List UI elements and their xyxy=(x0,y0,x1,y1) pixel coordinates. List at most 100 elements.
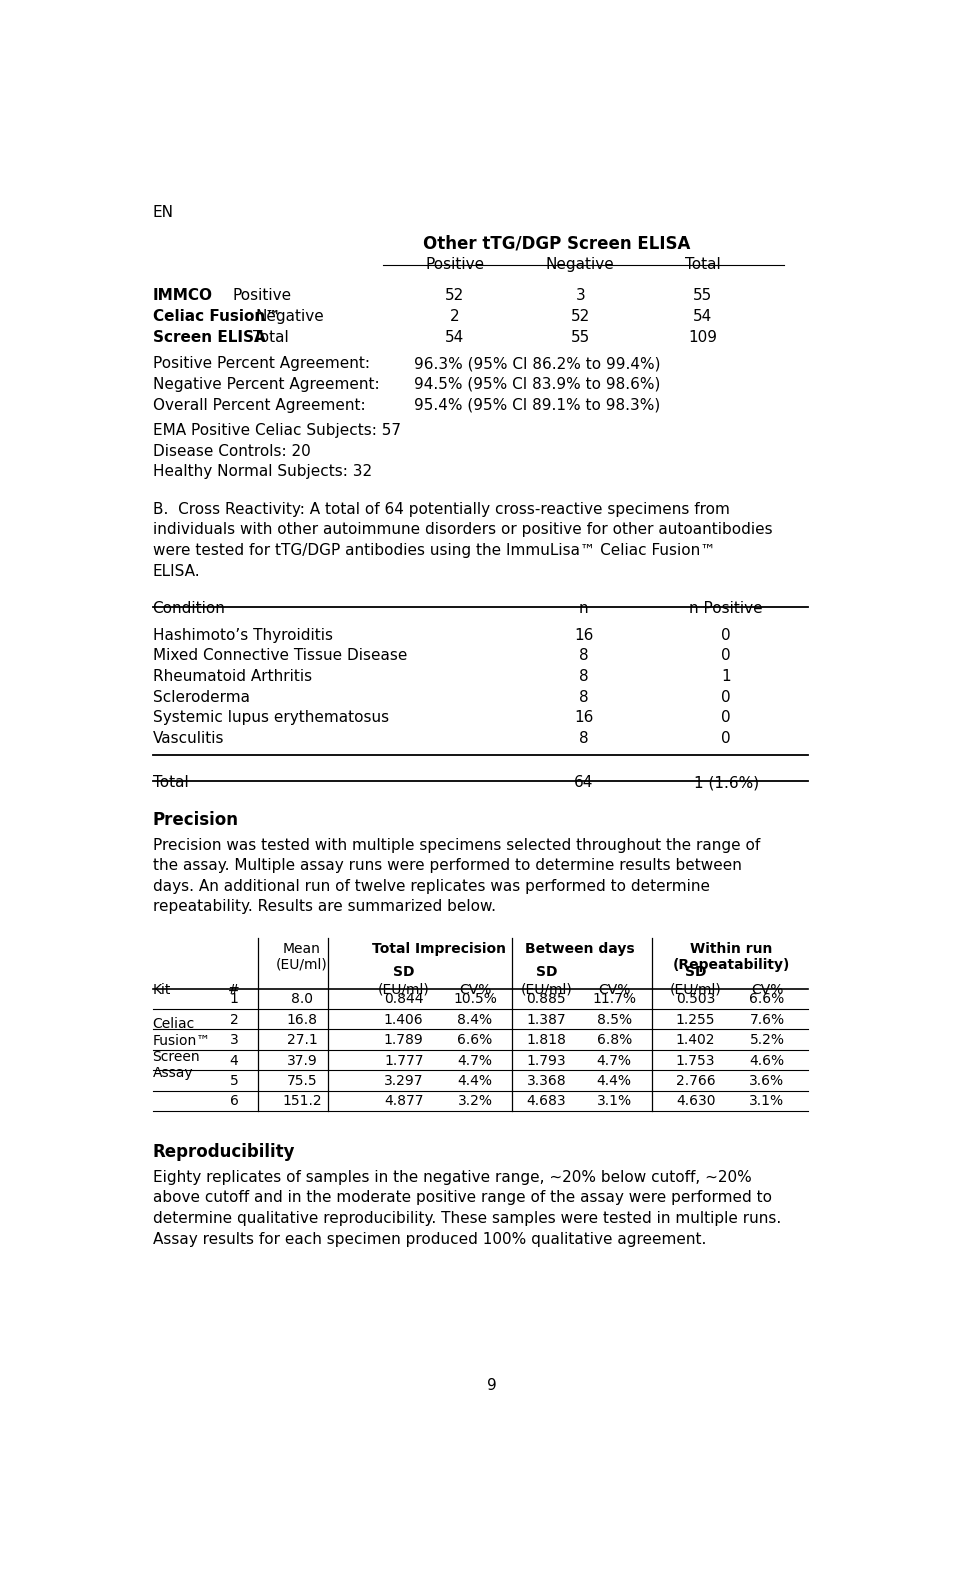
Text: 0.885: 0.885 xyxy=(526,993,566,1007)
Text: Negative Percent Agreement:: Negative Percent Agreement: xyxy=(153,376,379,392)
Text: 4.6%: 4.6% xyxy=(750,1053,784,1067)
Text: Condition: Condition xyxy=(153,601,226,617)
Text: B.  Cross Reactivity: A total of 64 potentially cross-reactive specimens from: B. Cross Reactivity: A total of 64 poten… xyxy=(153,501,730,517)
Text: Reproducibility: Reproducibility xyxy=(153,1143,295,1162)
Text: Assay: Assay xyxy=(153,1066,193,1080)
Text: 0: 0 xyxy=(721,730,731,746)
Text: 6.6%: 6.6% xyxy=(750,993,784,1007)
Text: 1 (1.6%): 1 (1.6%) xyxy=(694,775,758,790)
Text: SD: SD xyxy=(393,966,415,979)
Text: Positive: Positive xyxy=(425,258,484,272)
Text: 10.5%: 10.5% xyxy=(453,993,497,1007)
Text: 94.5% (95% CI 83.9% to 98.6%): 94.5% (95% CI 83.9% to 98.6%) xyxy=(414,376,660,392)
Text: 5: 5 xyxy=(229,1073,238,1088)
Text: ELISA.: ELISA. xyxy=(153,564,201,579)
Text: determine qualitative reproducibility. These samples were tested in multiple run: determine qualitative reproducibility. T… xyxy=(153,1211,780,1225)
Text: 6: 6 xyxy=(229,1094,238,1108)
Text: 1: 1 xyxy=(229,993,238,1007)
Text: Disease Controls: 20: Disease Controls: 20 xyxy=(153,444,310,458)
Text: Between days: Between days xyxy=(525,942,636,955)
Text: Negative: Negative xyxy=(546,258,614,272)
Text: #: # xyxy=(228,983,240,998)
Text: 1.387: 1.387 xyxy=(526,1013,566,1026)
Text: 64: 64 xyxy=(574,775,593,790)
Text: 1.789: 1.789 xyxy=(384,1032,423,1047)
Text: 1.402: 1.402 xyxy=(676,1032,715,1047)
Text: Within run
(Repeatability): Within run (Repeatability) xyxy=(673,942,790,972)
Text: Precision: Precision xyxy=(153,811,238,828)
Text: 54: 54 xyxy=(445,329,465,345)
Text: 3: 3 xyxy=(229,1032,238,1047)
Text: 52: 52 xyxy=(445,288,465,304)
Text: 1.793: 1.793 xyxy=(526,1053,566,1067)
Text: above cutoff and in the moderate positive range of the assay were performed to: above cutoff and in the moderate positiv… xyxy=(153,1190,772,1205)
Text: 16: 16 xyxy=(574,628,593,642)
Text: 8.4%: 8.4% xyxy=(458,1013,492,1026)
Text: Total Imprecision: Total Imprecision xyxy=(372,942,506,955)
Text: Mixed Connective Tissue Disease: Mixed Connective Tissue Disease xyxy=(153,648,407,664)
Text: 52: 52 xyxy=(570,308,589,324)
Text: Total: Total xyxy=(684,258,720,272)
Text: 16: 16 xyxy=(574,710,593,726)
Text: 7.6%: 7.6% xyxy=(750,1013,784,1026)
Text: EMA Positive Celiac Subjects: 57: EMA Positive Celiac Subjects: 57 xyxy=(153,422,400,438)
Text: individuals with other autoimmune disorders or positive for other autoantibodies: individuals with other autoimmune disord… xyxy=(153,522,772,538)
Text: 1.406: 1.406 xyxy=(384,1013,423,1026)
Text: 1.818: 1.818 xyxy=(526,1032,566,1047)
Text: were tested for tTG/DGP antibodies using the ImmuLisa™ Celiac Fusion™: were tested for tTG/DGP antibodies using… xyxy=(153,542,715,558)
Text: Systemic lupus erythematosus: Systemic lupus erythematosus xyxy=(153,710,389,726)
Text: 0.503: 0.503 xyxy=(676,993,715,1007)
Text: days. An additional run of twelve replicates was performed to determine: days. An additional run of twelve replic… xyxy=(153,879,709,893)
Text: Assay results for each specimen produced 100% qualitative agreement.: Assay results for each specimen produced… xyxy=(153,1232,706,1246)
Text: Total: Total xyxy=(153,775,188,790)
Text: 6.8%: 6.8% xyxy=(596,1032,632,1047)
Text: n Positive: n Positive xyxy=(689,601,763,617)
Text: Scleroderma: Scleroderma xyxy=(153,689,250,705)
Text: SD: SD xyxy=(536,966,557,979)
Text: 8: 8 xyxy=(579,689,588,705)
Text: 4.7%: 4.7% xyxy=(458,1053,492,1067)
Text: 55: 55 xyxy=(570,329,589,345)
Text: Other tTG/DGP Screen ELISA: Other tTG/DGP Screen ELISA xyxy=(422,234,690,253)
Text: 0.844: 0.844 xyxy=(384,993,423,1007)
Text: Screen ELISA: Screen ELISA xyxy=(153,329,265,345)
Text: (EU/ml): (EU/ml) xyxy=(670,983,722,998)
Text: 1.255: 1.255 xyxy=(676,1013,715,1026)
Text: 95.4% (95% CI 89.1% to 98.3%): 95.4% (95% CI 89.1% to 98.3%) xyxy=(414,397,660,413)
Text: the assay. Multiple assay runs were performed to determine results between: the assay. Multiple assay runs were perf… xyxy=(153,858,741,873)
Text: Screen: Screen xyxy=(153,1050,201,1064)
Text: Total: Total xyxy=(253,329,289,345)
Text: 54: 54 xyxy=(693,308,712,324)
Text: 8: 8 xyxy=(579,648,588,664)
Text: n: n xyxy=(579,601,588,617)
Text: 0: 0 xyxy=(721,648,731,664)
Text: Overall Percent Agreement:: Overall Percent Agreement: xyxy=(153,397,365,413)
Text: Healthy Normal Subjects: 32: Healthy Normal Subjects: 32 xyxy=(153,465,372,479)
Text: Positive: Positive xyxy=(232,288,292,304)
Text: 16.8: 16.8 xyxy=(286,1013,318,1026)
Text: Negative: Negative xyxy=(255,308,324,324)
Text: 4: 4 xyxy=(229,1053,238,1067)
Text: Vasculitis: Vasculitis xyxy=(153,730,224,746)
Text: Eighty replicates of samples in the negative range, ~20% below cutoff, ~20%: Eighty replicates of samples in the nega… xyxy=(153,1170,752,1184)
Text: CV%: CV% xyxy=(459,983,492,998)
Text: repeatability. Results are summarized below.: repeatability. Results are summarized be… xyxy=(153,900,495,914)
Text: 3.297: 3.297 xyxy=(384,1073,423,1088)
Text: 3.368: 3.368 xyxy=(526,1073,566,1088)
Text: 9: 9 xyxy=(487,1379,497,1393)
Text: 151.2: 151.2 xyxy=(282,1094,322,1108)
Text: 37.9: 37.9 xyxy=(286,1053,318,1067)
Text: 1: 1 xyxy=(721,669,731,685)
Text: 6.6%: 6.6% xyxy=(457,1032,492,1047)
Text: (EU/ml): (EU/ml) xyxy=(520,983,572,998)
Text: 109: 109 xyxy=(688,329,717,345)
Text: 3.1%: 3.1% xyxy=(596,1094,632,1108)
Text: 2: 2 xyxy=(229,1013,238,1026)
Text: 3.1%: 3.1% xyxy=(750,1094,784,1108)
Text: Hashimoto’s Thyroiditis: Hashimoto’s Thyroiditis xyxy=(153,628,332,642)
Text: 1.753: 1.753 xyxy=(676,1053,715,1067)
Text: 0: 0 xyxy=(721,628,731,642)
Text: Mean
(EU/ml): Mean (EU/ml) xyxy=(276,942,327,972)
Text: SD: SD xyxy=(684,966,707,979)
Text: 1.777: 1.777 xyxy=(384,1053,423,1067)
